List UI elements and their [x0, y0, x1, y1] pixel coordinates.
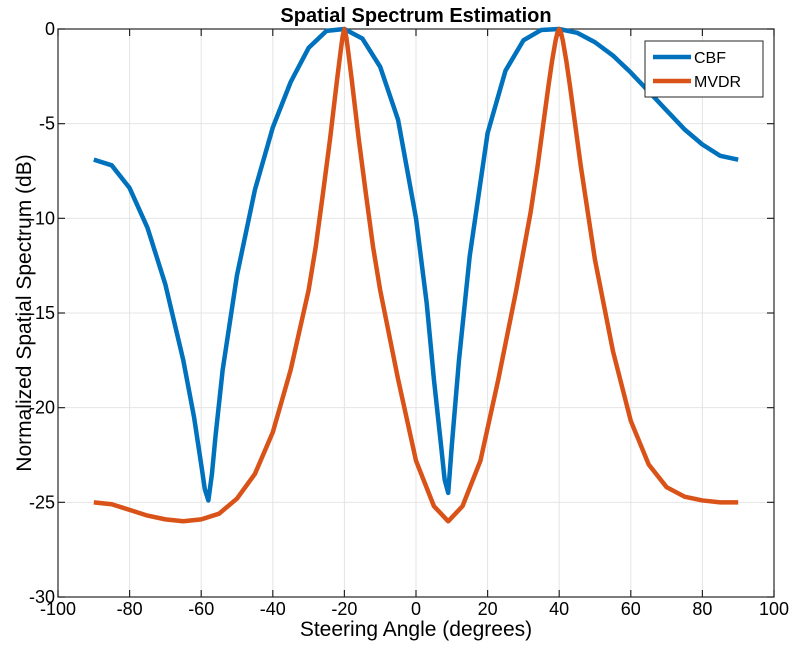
grid — [57, 28, 775, 598]
y-tick-label: -25 — [29, 492, 55, 512]
x-axis-label: Steering Angle (degrees) — [300, 618, 532, 641]
y-tick-label: -15 — [29, 303, 55, 323]
y-tick-label: -30 — [29, 587, 55, 607]
legend-box — [644, 40, 764, 98]
x-tick-label: 0 — [411, 599, 421, 619]
x-tick-label: 80 — [692, 599, 712, 619]
y-tick-label: 0 — [45, 19, 55, 39]
y-tick-label: -5 — [39, 114, 55, 134]
y-tick-label: -10 — [29, 208, 55, 228]
x-tick-label: -80 — [117, 599, 143, 619]
x-tick-label: -60 — [188, 599, 214, 619]
series-line-cbf — [93, 26, 739, 503]
x-tick-label: -100 — [40, 599, 76, 619]
series-lines — [93, 26, 739, 524]
x-tick-label: 100 — [759, 599, 789, 619]
x-tick-label: 20 — [478, 599, 498, 619]
legend-label-mvdr: MVDR — [694, 74, 741, 91]
chart-title: Spatial Spectrum Estimation — [280, 5, 551, 27]
x-tick-label: 40 — [549, 599, 569, 619]
series-line-mvdr — [93, 26, 739, 524]
y-axis-label: Normalized Spatial Spectrum (dB) — [13, 154, 36, 471]
legend: CBF MVDR — [644, 40, 764, 98]
x-tick-label: -20 — [331, 599, 357, 619]
x-tick-label: 60 — [621, 599, 641, 619]
legend-label-cbf: CBF — [694, 50, 726, 67]
x-tick-label: -40 — [260, 599, 286, 619]
axis-ticks: -100 -80 -60 -40 -20 0 20 40 60 80 100-30-25-20-15… — [29, 19, 789, 619]
y-tick-label: -20 — [29, 398, 55, 418]
